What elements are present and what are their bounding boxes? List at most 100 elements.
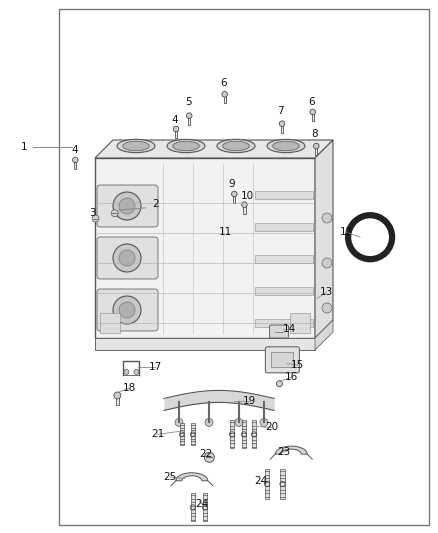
Circle shape (113, 192, 141, 220)
Circle shape (314, 143, 319, 149)
Text: 8: 8 (311, 130, 318, 139)
Bar (290, 313, 310, 333)
Text: 18: 18 (123, 383, 136, 393)
Bar (243, 205, 246, 214)
Polygon shape (315, 140, 333, 338)
Text: 11: 11 (219, 227, 232, 237)
Circle shape (175, 418, 183, 426)
Text: 13: 13 (320, 287, 333, 297)
Text: 6: 6 (308, 98, 315, 107)
Bar (255, 287, 313, 295)
FancyBboxPatch shape (97, 289, 158, 331)
Bar (74, 160, 77, 169)
Ellipse shape (267, 139, 305, 152)
Circle shape (119, 250, 135, 266)
Bar (280, 469, 285, 499)
Bar (272, 352, 293, 367)
Text: 6: 6 (220, 78, 227, 87)
FancyBboxPatch shape (97, 237, 158, 279)
Text: 2: 2 (152, 199, 159, 208)
FancyBboxPatch shape (269, 325, 289, 338)
Text: 15: 15 (291, 360, 304, 370)
Text: 25: 25 (163, 472, 177, 482)
Bar (242, 421, 246, 448)
Bar (203, 494, 207, 521)
Circle shape (111, 209, 118, 217)
Text: 9: 9 (229, 179, 236, 189)
Circle shape (322, 213, 332, 223)
Circle shape (205, 453, 214, 462)
Bar (315, 146, 318, 155)
Text: 1: 1 (21, 142, 28, 151)
Bar (255, 191, 313, 199)
Ellipse shape (217, 139, 255, 152)
Text: 20: 20 (265, 423, 278, 432)
Circle shape (235, 418, 243, 426)
Text: 22: 22 (199, 449, 212, 459)
Bar (95, 338, 315, 350)
Text: 17: 17 (149, 362, 162, 372)
Ellipse shape (173, 141, 199, 151)
Bar (255, 223, 313, 231)
Bar (311, 112, 314, 121)
Ellipse shape (123, 141, 149, 151)
Circle shape (322, 303, 332, 313)
Bar (255, 319, 313, 327)
Bar (223, 94, 226, 103)
Circle shape (260, 418, 268, 426)
Circle shape (92, 215, 99, 222)
Ellipse shape (223, 141, 249, 151)
Circle shape (134, 369, 139, 374)
Circle shape (73, 157, 78, 163)
Text: 7: 7 (277, 106, 284, 116)
Bar (191, 423, 195, 446)
Text: 19: 19 (243, 396, 256, 406)
Circle shape (242, 202, 247, 207)
Circle shape (222, 92, 227, 97)
Text: 10: 10 (241, 191, 254, 201)
Text: 16: 16 (285, 373, 298, 382)
Circle shape (119, 302, 135, 318)
Bar (188, 116, 191, 125)
Ellipse shape (273, 141, 299, 151)
Text: 21: 21 (151, 430, 164, 439)
FancyBboxPatch shape (265, 347, 299, 373)
Bar (59, 9, 429, 525)
Circle shape (276, 381, 283, 387)
Ellipse shape (117, 139, 155, 152)
Bar (191, 494, 195, 521)
Bar (233, 194, 236, 203)
Bar (265, 469, 269, 499)
Circle shape (205, 418, 213, 426)
Bar (100, 313, 120, 333)
Circle shape (232, 191, 237, 197)
Circle shape (119, 198, 135, 214)
Circle shape (173, 126, 179, 132)
Text: 12: 12 (339, 227, 353, 237)
Text: 5: 5 (185, 98, 192, 107)
Circle shape (114, 392, 121, 399)
Circle shape (113, 244, 141, 272)
Circle shape (310, 109, 315, 115)
Bar (252, 421, 256, 448)
Text: 3: 3 (88, 208, 95, 218)
Text: 24: 24 (254, 476, 267, 486)
Bar (175, 129, 177, 138)
Circle shape (187, 113, 192, 118)
Text: 4: 4 (71, 146, 78, 155)
Bar (95, 158, 315, 338)
Polygon shape (315, 320, 333, 350)
Text: 14: 14 (283, 325, 296, 334)
Bar (116, 395, 119, 406)
Circle shape (322, 258, 332, 268)
Circle shape (124, 369, 129, 374)
Circle shape (279, 121, 285, 126)
Bar (230, 421, 234, 448)
Polygon shape (95, 140, 333, 158)
Text: 23: 23 (277, 447, 290, 457)
Ellipse shape (167, 139, 205, 152)
Text: 4: 4 (172, 115, 179, 125)
Bar (255, 255, 313, 263)
Bar (180, 423, 184, 446)
FancyBboxPatch shape (97, 185, 158, 227)
